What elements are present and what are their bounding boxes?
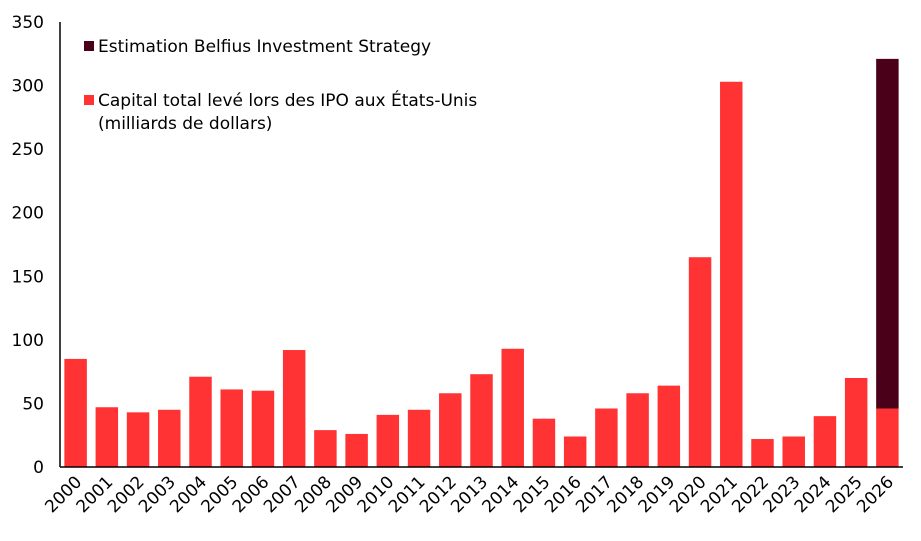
bar-2025-series-0 [844, 378, 868, 467]
legend: Estimation Belfius Investment Strategy Ca… [84, 37, 477, 134]
bar-2003-series-0 [158, 409, 181, 467]
legend-swatch-0 [84, 95, 94, 105]
bar-2020-series-0 [688, 257, 712, 467]
y-tick-label-50: 50 [22, 394, 44, 414]
y-tick-label-250: 250 [12, 140, 44, 160]
bar-2002-series-0 [126, 412, 150, 467]
y-tick-label-200: 200 [12, 204, 44, 224]
bar-2018-series-0 [626, 393, 649, 467]
bar-2022-series-0 [751, 439, 774, 467]
bar-2024-series-0 [813, 416, 837, 467]
legend-label-0-line-1: (milliards de dollars) [98, 114, 272, 134]
bar-2016-series-0 [563, 436, 587, 467]
y-tick-label-100: 100 [12, 331, 44, 351]
bar-2007-series-0 [282, 350, 306, 467]
y-tick-label-300: 300 [12, 77, 44, 97]
bar-2004-series-0 [189, 376, 212, 467]
bar-2009-series-0 [345, 433, 368, 467]
y-tick-labels: 0 50 100 150 200 250 300 350 [12, 13, 44, 478]
bar-2000-series-0 [64, 358, 87, 467]
bar-2023-series-0 [782, 436, 805, 467]
y-tick-label-150: 150 [12, 267, 44, 287]
bar-2001-series-0 [95, 407, 119, 467]
bar-2010-series-0 [376, 414, 400, 467]
legend-swatch-1 [84, 41, 94, 51]
bar-2012-series-0 [439, 393, 462, 467]
bar-2006-series-0 [251, 390, 275, 467]
bar-2021-series-0 [720, 81, 743, 467]
y-tick-label-350: 350 [12, 13, 44, 33]
y-tick-label-0: 0 [33, 458, 44, 478]
bar-2011-series-0 [407, 409, 431, 467]
bar-2026-series-1 [876, 58, 899, 409]
bar-2008-series-0 [314, 430, 337, 467]
bar-2013-series-0 [470, 374, 493, 467]
legend-label-1-line-0: Estimation Belfius Investment Strategy [98, 37, 431, 57]
bar-2015-series-0 [532, 418, 556, 467]
bar-2026-series-0 [876, 408, 899, 467]
x-tick-label-2026: 2026 [853, 472, 898, 517]
x-tick-labels: 2000200120022003200420052006200720082009… [41, 472, 898, 517]
bar-2017-series-0 [595, 408, 618, 467]
bars-group [64, 58, 899, 467]
bar-2019-series-0 [657, 385, 681, 467]
bar-2005-series-0 [220, 389, 243, 467]
bar-2014-series-0 [501, 348, 524, 467]
legend-label-0-line-0: Capital total levé lors des IPO aux État… [98, 89, 477, 111]
